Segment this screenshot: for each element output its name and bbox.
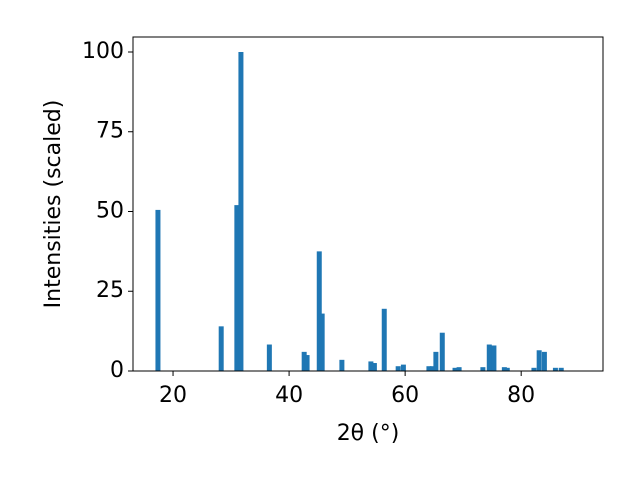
bar — [552, 367, 558, 371]
bar — [426, 366, 432, 371]
bar — [504, 367, 510, 371]
bar — [316, 251, 322, 371]
x-tick-label: 40 — [275, 383, 303, 408]
bar — [234, 205, 240, 371]
y-axis-label: Intensities (scaled) — [41, 100, 66, 309]
bar — [368, 361, 374, 371]
bar — [541, 351, 547, 371]
bar — [501, 367, 507, 371]
bar — [558, 367, 564, 371]
bar — [339, 359, 345, 371]
bar — [486, 344, 492, 371]
bar — [155, 209, 161, 371]
y-tick-label: 100 — [82, 39, 124, 64]
bar — [480, 367, 486, 371]
bar — [456, 367, 462, 371]
plot-frame — [132, 36, 604, 372]
bar — [400, 364, 406, 371]
bar — [429, 366, 435, 371]
bar — [319, 313, 325, 371]
bar — [491, 345, 497, 371]
bar — [452, 367, 458, 371]
bar — [536, 350, 542, 371]
bar — [381, 308, 387, 371]
bar — [433, 351, 439, 371]
bar — [395, 366, 401, 371]
y-tick-label: 75 — [96, 119, 124, 144]
x-tick-label: 20 — [159, 383, 187, 408]
x-tick-label: 60 — [391, 383, 419, 408]
x-axis-label: 2θ (°) — [337, 421, 400, 446]
bar — [301, 351, 307, 371]
bar — [238, 51, 244, 371]
y-tick-label: 25 — [96, 278, 124, 303]
y-tick-label: 50 — [96, 198, 124, 223]
bar — [304, 355, 310, 371]
bar — [439, 332, 445, 371]
y-tick-label: 0 — [110, 358, 124, 383]
x-tick-label: 80 — [507, 383, 535, 408]
bar — [266, 344, 272, 371]
bar — [218, 326, 224, 371]
bar — [531, 367, 537, 371]
bar — [371, 363, 377, 371]
